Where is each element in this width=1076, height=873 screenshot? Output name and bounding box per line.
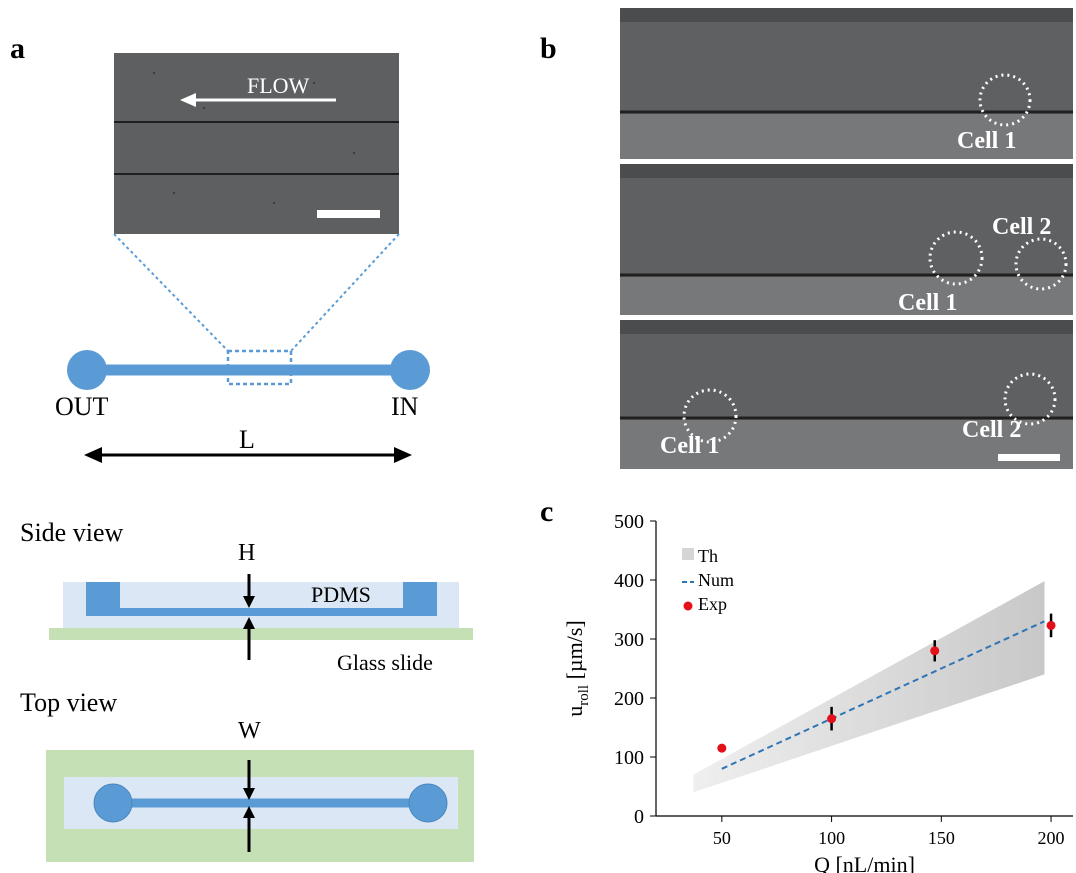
in-label: IN: [391, 392, 419, 421]
cell-1-marker: [978, 73, 1032, 127]
panel-label-a: a: [10, 32, 25, 65]
height-label: H: [238, 540, 256, 566]
inlet-port: [390, 350, 430, 390]
length-arrow-right-icon: [394, 447, 412, 463]
legend-swatch-th: [682, 548, 694, 560]
x-tick-label: 150: [928, 828, 955, 848]
channel-schematic: [67, 233, 430, 463]
exp-point: [1046, 620, 1056, 630]
cell-2-marker: [1003, 372, 1057, 426]
legend-label: Th: [698, 546, 718, 566]
out-label: OUT: [55, 392, 109, 421]
cell-2-marker: [1014, 237, 1068, 291]
panel-label-b: b: [540, 32, 557, 65]
width-arrow-up-icon: [243, 806, 255, 818]
top-view-diagram: [46, 750, 474, 862]
flow-arrow-icon: [180, 93, 196, 107]
frame-1-cell-1-label: Cell 1: [957, 128, 1017, 154]
y-tick-label: 400: [614, 570, 644, 592]
flow-label: FLOW: [247, 73, 310, 98]
y-tick-label: 200: [614, 688, 644, 710]
frame-2-cell-2-label: Cell 2: [992, 214, 1052, 240]
numerical-line: [721, 620, 1045, 770]
width-arrow-down-icon: [243, 788, 255, 800]
length-label: L: [239, 425, 255, 454]
side-channel: [86, 608, 437, 616]
theory-band: [693, 581, 1045, 793]
frame-3-cell-1-label: Cell 1: [660, 433, 720, 459]
x-axis-label: Q [nL/min]: [814, 852, 915, 873]
scale-bar: [998, 454, 1060, 461]
micrograph-svg: [114, 53, 399, 234]
exp-point: [717, 743, 727, 753]
cell-micrographs: Cell 1 Cell 1 Cell 2 Cell 1 Cell 2: [620, 8, 1073, 469]
side-view-title: Side view: [20, 518, 124, 547]
x-tick-label: 50: [713, 828, 731, 848]
frame-2: Cell 1 Cell 2: [620, 164, 1073, 315]
exp-point: [930, 646, 940, 656]
outlet-port: [67, 350, 107, 390]
y-tick-label: 100: [614, 747, 644, 769]
y-tick-label: 500: [614, 511, 644, 533]
y-tick-label: 300: [614, 629, 644, 651]
pdms-label: PDMS: [311, 582, 371, 607]
x-tick-label: 200: [1038, 828, 1065, 848]
x-tick-label: 100: [818, 828, 845, 848]
frame-3: Cell 1 Cell 2: [620, 320, 1073, 469]
glass-slide: [49, 628, 473, 640]
frame-3-cell-2-label: Cell 2: [962, 417, 1022, 443]
width-label: W: [238, 718, 261, 744]
legend-label: Exp: [698, 594, 727, 614]
y-axis-label: uroll [µm/s]: [562, 620, 592, 716]
cell-1-marker: [928, 230, 984, 286]
zoom-box: [226, 349, 293, 386]
channel-micrograph: FLOW: [114, 53, 399, 234]
panel-label-c: c: [540, 495, 554, 528]
legend-swatch-exp: [683, 601, 693, 611]
y-tick-label: 0: [634, 806, 644, 828]
top-view-title: Top view: [20, 688, 118, 717]
height-arrow-down-icon: [243, 596, 255, 608]
frame-1: Cell 1: [620, 8, 1073, 159]
length-arrow-left-icon: [84, 447, 102, 463]
rolling-velocity-chart: 0 100 200 300 400 500 50 100 150 200 Q [nL/min] uro…: [562, 511, 1073, 873]
scale-bar: [317, 210, 380, 218]
legend-label: Num: [698, 570, 734, 590]
glass-slide-label: Glass slide: [337, 650, 433, 675]
frame-2-cell-1-label: Cell 1: [898, 290, 958, 315]
side-view-diagram: [49, 574, 473, 660]
exp-point: [827, 714, 837, 724]
cell-1-marker: [682, 388, 738, 444]
height-arrow-up-icon: [243, 617, 255, 629]
pdms-block: [63, 582, 459, 628]
